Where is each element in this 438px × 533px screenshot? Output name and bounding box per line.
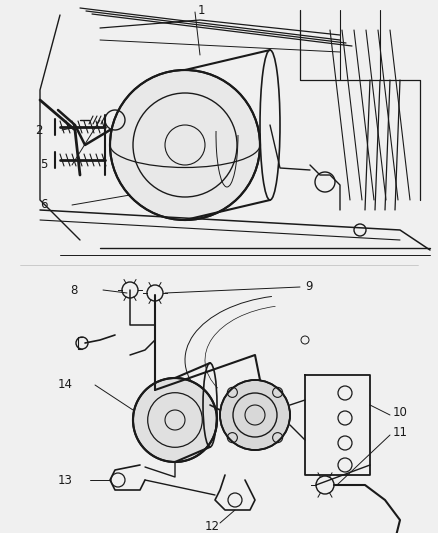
Text: 10: 10: [393, 407, 408, 419]
Circle shape: [220, 380, 290, 450]
Text: 8: 8: [70, 284, 78, 296]
Text: 12: 12: [205, 521, 220, 533]
Text: 6: 6: [40, 198, 47, 212]
Circle shape: [110, 70, 260, 220]
Text: 13: 13: [58, 473, 73, 487]
Text: 9: 9: [305, 280, 312, 294]
Text: 1: 1: [198, 4, 205, 17]
Text: 2: 2: [35, 124, 42, 136]
Text: 11: 11: [393, 426, 408, 440]
Circle shape: [133, 378, 217, 462]
Text: 14: 14: [58, 378, 73, 392]
Text: 5: 5: [40, 158, 47, 172]
